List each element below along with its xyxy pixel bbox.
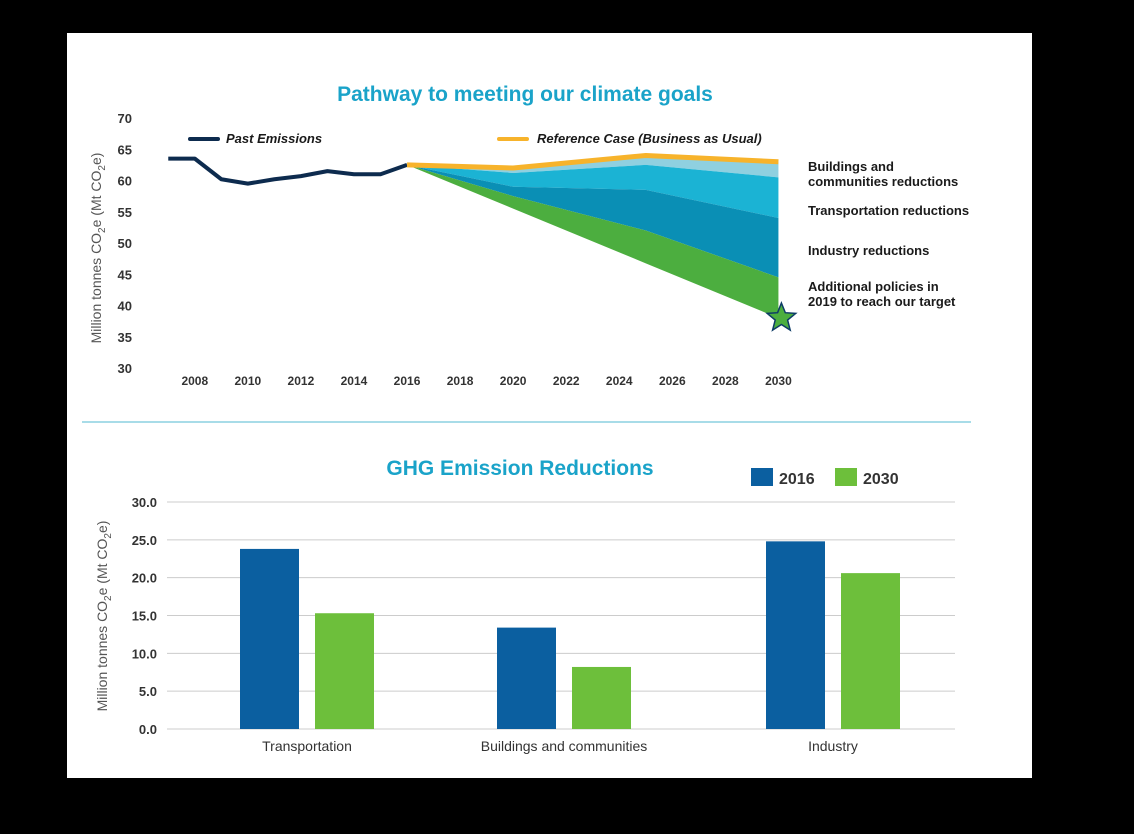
bar-chart-categories: Transportation Buildings and communities I… xyxy=(262,738,858,754)
y-axis-label-part: e (Mt CO xyxy=(88,170,104,227)
y-axis-label-part: 2 xyxy=(97,227,108,233)
x-tick-label: 2024 xyxy=(606,374,633,388)
y-tick-label: 20.0 xyxy=(132,571,157,586)
annotation-buildings: communities reductions xyxy=(808,174,958,189)
x-tick-label: 2020 xyxy=(500,374,527,388)
legend-swatch-2016 xyxy=(751,468,773,486)
bar-chart-bars xyxy=(240,541,900,729)
y-tick-label: 40 xyxy=(118,299,132,314)
industry-reduction-band xyxy=(407,164,779,278)
y-axis-label: Million tonnes CO2e (Mt CO2e) xyxy=(88,153,108,344)
x-tick-label: 2022 xyxy=(553,374,580,388)
past-emissions-line xyxy=(168,156,408,186)
y-axis-label-part: 2 xyxy=(103,595,114,601)
y-axis-label-part: e) xyxy=(88,153,104,165)
line-chart-legend: Past Emissions Reference Case (Business … xyxy=(188,131,762,146)
bar-2030-0 xyxy=(315,613,374,729)
y-tick-label: 35 xyxy=(118,330,132,345)
buildings-reduction-band xyxy=(407,155,779,178)
y-tick-label: 0.0 xyxy=(139,722,157,737)
y-tick-label: 30 xyxy=(118,361,132,376)
annotation-transportation: Transportation reductions xyxy=(808,203,969,218)
y-tick-label: 55 xyxy=(118,205,132,220)
y-tick-label: 30.0 xyxy=(132,495,157,510)
bar-chart-legend: 2016 2030 xyxy=(751,468,899,488)
additional-policies-band xyxy=(407,164,779,318)
bar-2016-2 xyxy=(766,541,825,729)
category-label: Buildings and communities xyxy=(481,738,648,754)
bar-chart-ylabel: Million tonnes CO2e (Mt CO2e) xyxy=(94,521,114,712)
y-axis-label: Million tonnes CO2e (Mt CO2e) xyxy=(94,521,114,712)
x-tick-label: 2018 xyxy=(447,374,474,388)
y-tick-label: 25.0 xyxy=(132,533,157,548)
y-axis-label-part: 2 xyxy=(97,165,108,171)
legend-reference-label: Reference Case (Business as Usual) xyxy=(537,131,762,146)
annotation-additional: 2019 to reach our target xyxy=(808,294,956,309)
line-chart-areas xyxy=(407,155,779,318)
bar-2016-1 xyxy=(497,627,556,729)
legend-label-2016: 2016 xyxy=(779,471,815,488)
bar-chart-grid: 30.0 25.0 20.0 15.0 10.0 5.0 0.0 xyxy=(132,495,955,737)
y-axis-label-part: e) xyxy=(94,521,110,533)
legend-past-label: Past Emissions xyxy=(226,131,322,146)
category-label: Transportation xyxy=(262,738,352,754)
reference-case-line xyxy=(406,153,779,171)
y-tick-label: 60 xyxy=(118,174,132,189)
x-tick-label: 2014 xyxy=(341,374,368,388)
x-tick-label: 2028 xyxy=(712,374,739,388)
bar-2030-1 xyxy=(572,666,631,729)
legend-swatch-2030 xyxy=(835,468,857,486)
x-tick-label: 2008 xyxy=(181,374,208,388)
transportation-reduction-band xyxy=(407,164,779,218)
x-tick-label: 2012 xyxy=(288,374,315,388)
y-tick-label: 65 xyxy=(118,142,132,157)
x-tick-label: 2030 xyxy=(765,374,792,388)
line-chart-yticks: 70 65 60 55 50 45 40 35 30 xyxy=(118,111,132,376)
line-chart-ylabel: Million tonnes CO2e (Mt CO2e) xyxy=(88,153,108,344)
y-axis-label-part: 2 xyxy=(103,533,114,539)
bar-2030-2 xyxy=(841,573,900,729)
category-label: Industry xyxy=(808,738,858,754)
y-tick-label: 10.0 xyxy=(132,646,157,661)
y-axis-label-part: Million tonnes CO xyxy=(94,601,110,712)
bar-chart-title: GHG Emission Reductions xyxy=(386,457,653,480)
x-tick-label: 2010 xyxy=(234,374,261,388)
bar-2016-0 xyxy=(240,548,299,729)
y-axis-label-part: Million tonnes CO xyxy=(88,233,104,344)
annotation-additional: Additional policies in xyxy=(808,279,939,294)
chart-panel: Pathway to meeting our climate goals Mil… xyxy=(67,33,1032,778)
annotation-buildings: Buildings and xyxy=(808,159,894,174)
y-tick-label: 70 xyxy=(118,111,132,126)
y-tick-label: 5.0 xyxy=(139,684,157,699)
y-axis-label-part: e (Mt CO xyxy=(94,538,110,595)
y-tick-label: 45 xyxy=(118,267,132,282)
x-tick-label: 2016 xyxy=(394,374,421,388)
target-star-icon xyxy=(765,300,798,332)
annotation-industry: Industry reductions xyxy=(808,243,929,258)
chart-canvas: Pathway to meeting our climate goals Mil… xyxy=(82,83,971,754)
y-tick-label: 50 xyxy=(118,236,132,251)
line-chart-title: Pathway to meeting our climate goals xyxy=(337,83,713,106)
y-tick-label: 15.0 xyxy=(132,609,157,624)
x-tick-label: 2026 xyxy=(659,374,686,388)
line-chart-lines xyxy=(168,153,779,186)
legend-label-2030: 2030 xyxy=(863,471,899,488)
line-chart-xticks: 2008 2010 2012 2014 2016 2018 2020 2022 2024 2026… xyxy=(181,374,792,388)
